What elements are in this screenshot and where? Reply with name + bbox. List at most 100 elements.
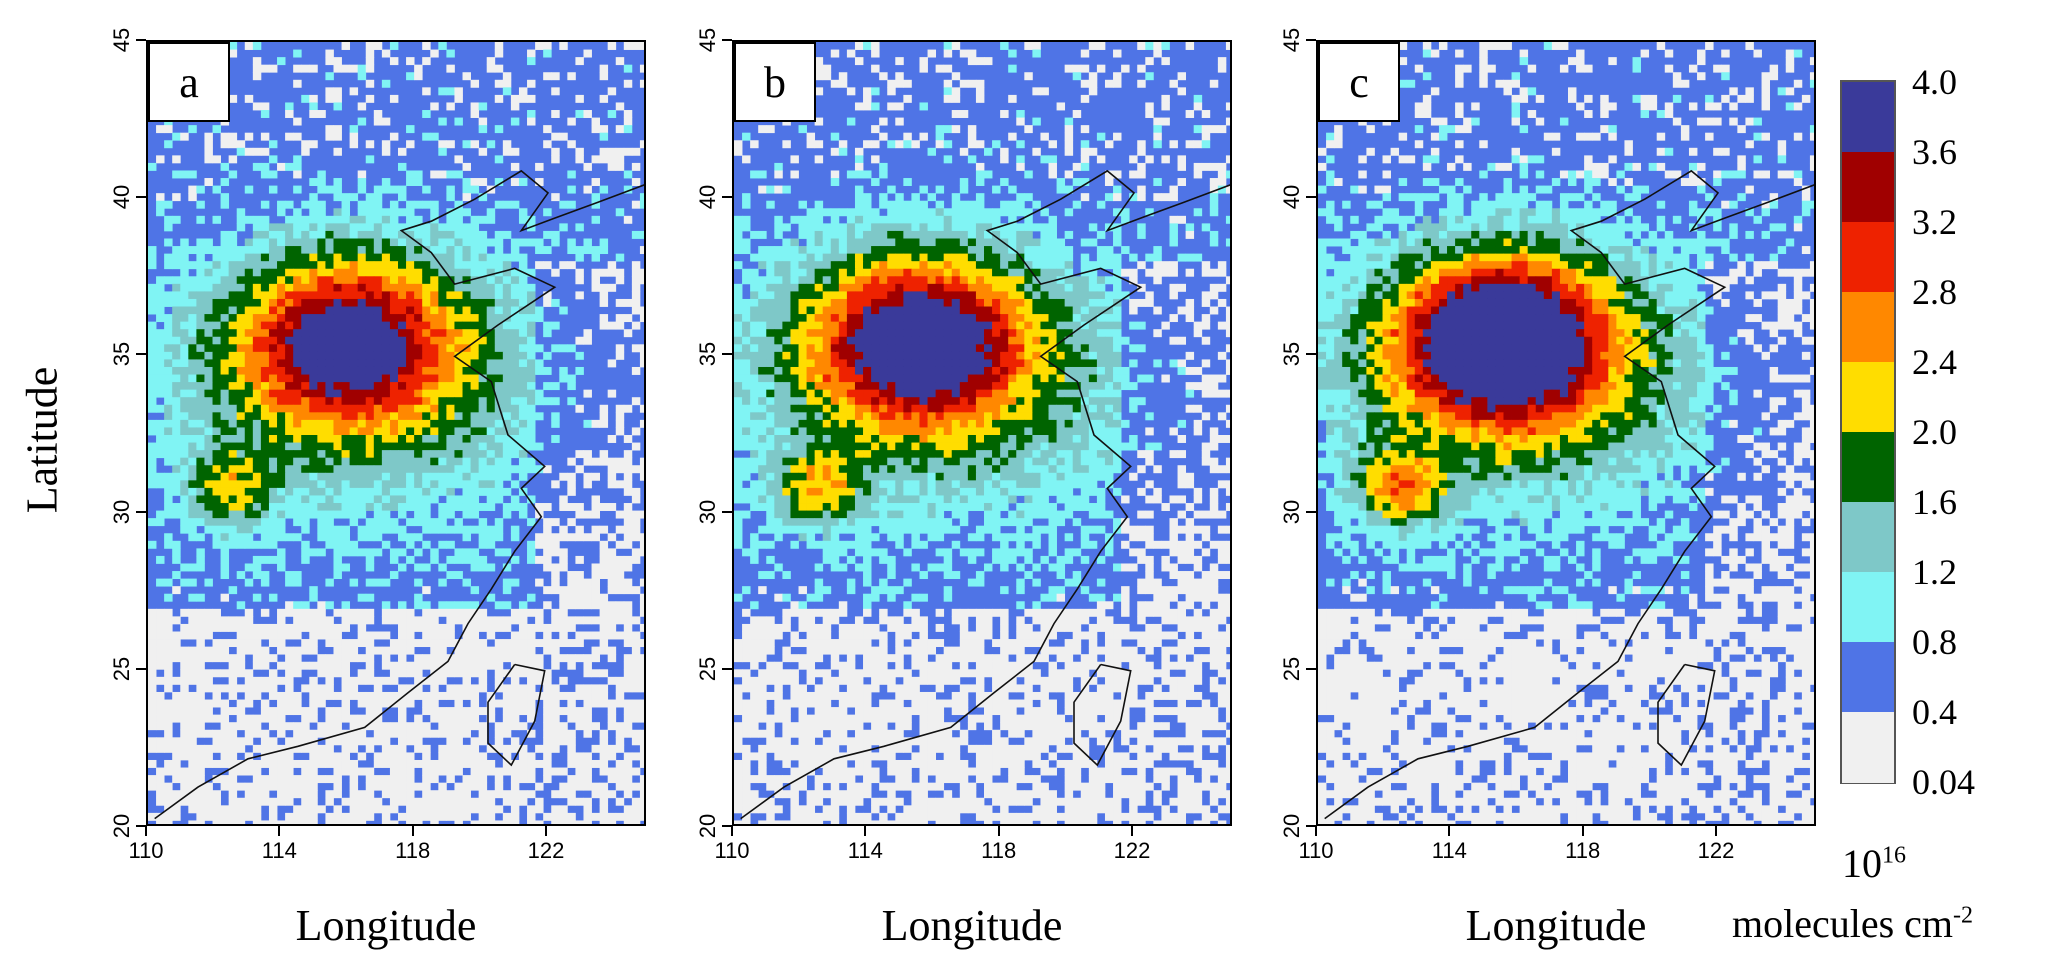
heatmap-cell [260, 525, 270, 534]
heatmap-cell [798, 246, 807, 255]
heatmap-cell [766, 291, 775, 300]
heatmap-cell [1193, 162, 1203, 171]
heatmap-cell [438, 525, 447, 534]
heatmap-cell [172, 359, 181, 368]
heatmap-cell [631, 518, 641, 527]
heatmap-cell [478, 752, 488, 761]
heatmap-cell [277, 480, 286, 489]
heatmap-cell [607, 714, 617, 723]
heatmap-cell [527, 314, 536, 323]
heatmap-cell [301, 510, 310, 519]
heatmap-cell [148, 329, 157, 338]
heatmap-cell [309, 548, 318, 557]
heatmap-cell [196, 623, 205, 632]
heatmap-cell [389, 472, 399, 481]
heatmap-cell [454, 344, 463, 353]
heatmap-cell [188, 691, 197, 700]
heatmap-cell [228, 540, 238, 549]
heatmap-cell [830, 170, 840, 179]
heatmap-cell [494, 344, 504, 353]
heatmap-cell [470, 684, 480, 693]
heatmap-cell [293, 49, 302, 58]
heatmap-cell [543, 737, 552, 746]
heatmap-cell [309, 102, 318, 111]
heatmap-cell [414, 344, 423, 353]
heatmap-cell [470, 805, 480, 814]
heatmap-cell [349, 283, 359, 292]
heatmap-cell [333, 782, 342, 791]
heatmap-cell [798, 291, 807, 300]
heatmap-cell [188, 722, 197, 731]
heatmap-cell [438, 223, 447, 232]
heatmap-cell [1193, 102, 1203, 111]
heatmap-cell [478, 707, 488, 716]
heatmap-cell [502, 722, 512, 731]
heatmap-cell [1080, 283, 1090, 292]
heatmap-cell [575, 797, 584, 806]
heatmap-cell [782, 283, 791, 292]
heatmap-cell [607, 389, 617, 398]
heatmap-cell [486, 208, 496, 217]
heatmap-cell [373, 684, 383, 693]
heatmap-cell [406, 412, 415, 421]
heatmap-cell [462, 382, 471, 391]
heatmap-cell [527, 419, 536, 428]
heatmap-cell [814, 230, 824, 239]
heatmap-cell [615, 253, 625, 262]
heatmap-cell [527, 518, 536, 527]
heatmap-cell [244, 563, 254, 572]
heatmap-cell [389, 215, 399, 224]
heatmap-cell [551, 639, 560, 648]
heatmap-cell [790, 283, 799, 292]
heatmap-cell [414, 306, 423, 315]
heatmap-cell [559, 601, 568, 610]
heatmap-cell [470, 102, 480, 111]
heatmap-cell [277, 389, 286, 398]
heatmap-cell [631, 767, 641, 776]
heatmap-cell [373, 518, 383, 527]
heatmap-cell [1048, 162, 1057, 171]
heatmap-cell [293, 419, 302, 428]
heatmap-cell [333, 389, 342, 398]
heatmap-cell [406, 435, 415, 443]
heatmap-cell [1201, 132, 1211, 141]
heatmap-cell [277, 404, 286, 413]
heatmap-cell [846, 117, 856, 126]
heatmap-cell [236, 412, 246, 421]
heatmap-cell [285, 533, 294, 542]
heatmap-cell [871, 140, 880, 149]
heatmap-cell [527, 593, 536, 602]
heatmap-cell [758, 170, 767, 179]
heatmap-cell [510, 419, 520, 428]
heatmap-cell [478, 518, 488, 527]
heatmap-cell [822, 72, 832, 81]
heatmap-cell [854, 261, 864, 270]
heatmap-cell [212, 533, 221, 542]
heatmap-cell [446, 684, 455, 693]
heatmap-cell [148, 676, 157, 685]
heatmap-cell [301, 412, 310, 421]
heatmap-cell [357, 419, 367, 428]
heatmap-cell [854, 57, 864, 66]
heatmap-cell [502, 586, 512, 595]
heatmap-cell [301, 321, 310, 330]
heatmap-cell [260, 518, 270, 527]
heatmap-cell [398, 162, 407, 171]
heatmap-cell [317, 669, 326, 678]
heatmap-cell [236, 759, 246, 768]
heatmap-cell [244, 261, 254, 270]
heatmap-cell [1185, 223, 1195, 232]
heatmap-cell [486, 57, 496, 66]
heatmap-cell [309, 94, 318, 103]
heatmap-cell [854, 102, 864, 111]
heatmap-cell [252, 57, 262, 66]
heatmap-cell [527, 608, 536, 617]
heatmap-cell [502, 140, 512, 149]
heatmap-cell [317, 253, 326, 262]
heatmap-cell [309, 427, 318, 436]
heatmap-cell [236, 435, 246, 443]
heatmap-cell [325, 230, 334, 239]
heatmap-cell [301, 94, 310, 103]
heatmap-cell [373, 268, 383, 277]
heatmap-cell [446, 215, 455, 224]
